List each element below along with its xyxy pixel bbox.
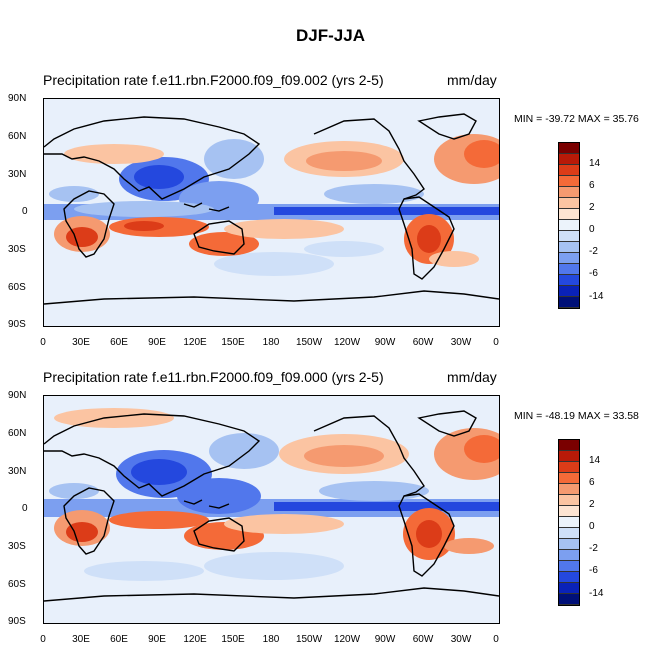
colorbar-tick: 14 — [589, 158, 601, 169]
lon-tick: 120W — [333, 337, 361, 348]
lon-tick: 150W — [295, 634, 323, 645]
colorbar-swatch — [559, 528, 579, 539]
colorbar-tick: 6 — [589, 180, 595, 191]
colorbar-tick: -14 — [589, 291, 604, 302]
colorbar-swatch — [559, 198, 579, 209]
lat-tick: 60N — [8, 131, 27, 142]
panel-2-units: mm/day — [447, 369, 497, 385]
colorbar-swatch — [559, 506, 579, 517]
lon-tick: 30W — [450, 337, 472, 348]
lon-tick: 0 — [493, 337, 499, 348]
lon-tick: 60W — [412, 337, 434, 348]
lon-tick: 30E — [72, 337, 90, 348]
colorbar-tick: -2 — [589, 246, 598, 257]
colorbar-swatch — [559, 209, 579, 220]
panel-1-minmax: MIN = -39.72 MAX = 35.76 — [514, 113, 639, 125]
panel-1-map — [43, 98, 500, 327]
colorbar-swatch — [559, 473, 579, 484]
lon-tick: 150W — [295, 337, 323, 348]
colorbar-swatch — [559, 220, 579, 231]
colorbar-swatch — [559, 231, 579, 242]
lon-tick: 90E — [148, 337, 166, 348]
colorbar-swatch — [559, 462, 579, 473]
lat-tick: 30N — [8, 169, 27, 180]
lat-tick: 30N — [8, 466, 27, 477]
lon-tick: 150E — [221, 634, 245, 645]
lon-tick: 30E — [72, 634, 90, 645]
precip-negative-regions — [44, 139, 499, 276]
lon-tick: 120E — [183, 337, 207, 348]
colorbar-swatch — [559, 187, 579, 198]
colorbar-swatch — [559, 264, 579, 275]
colorbar-swatch — [559, 297, 579, 308]
panel-2-map — [43, 395, 500, 624]
lon-tick: 60W — [412, 634, 434, 645]
colorbar-swatch — [559, 561, 579, 572]
coastlines — [44, 410, 499, 602]
colorbar-swatch — [559, 165, 579, 176]
coastlines — [44, 113, 499, 305]
lon-tick: 180 — [262, 337, 280, 348]
colorbar-tick: 0 — [589, 224, 595, 235]
colorbar-tick: 14 — [589, 455, 601, 466]
lon-tick: 0 — [40, 337, 46, 348]
colorbar-tick: 6 — [589, 477, 595, 488]
colorbar-swatch — [559, 275, 579, 286]
colorbar-swatch — [559, 484, 579, 495]
lon-tick: 30W — [450, 634, 472, 645]
colorbar-swatch — [559, 594, 579, 605]
lat-tick: 60S — [8, 579, 26, 590]
colorbar-swatch — [559, 550, 579, 561]
lon-tick: 90W — [374, 634, 396, 645]
colorbar-swatch — [559, 517, 579, 528]
lat-tick: 60N — [8, 428, 27, 439]
lat-tick: 30S — [8, 244, 26, 255]
colorbar-swatch — [559, 286, 579, 297]
colorbar-swatch — [559, 539, 579, 550]
colorbar-swatch — [559, 495, 579, 506]
colorbar-swatch — [559, 451, 579, 462]
lon-tick: 0 — [40, 634, 46, 645]
colorbar-swatch — [559, 253, 579, 264]
panel-2-title: Precipitation rate f.e11.rbn.F2000.f09_f… — [43, 369, 384, 385]
lon-tick: 90W — [374, 337, 396, 348]
lon-tick: 150E — [221, 337, 245, 348]
panel-2-colorbar — [558, 439, 580, 606]
colorbar-swatch — [559, 440, 579, 451]
colorbar-swatch — [559, 583, 579, 594]
colorbar-tick: -2 — [589, 543, 598, 554]
lat-tick: 30S — [8, 541, 26, 552]
lon-tick: 60E — [110, 337, 128, 348]
panel-1-units: mm/day — [447, 72, 497, 88]
colorbar-tick: -6 — [589, 565, 598, 576]
panel-1-title: Precipitation rate f.e11.rbn.F2000.f09_f… — [43, 72, 384, 88]
panel-2-minmax: MIN = -48.19 MAX = 33.58 — [514, 410, 639, 422]
lon-tick: 120E — [183, 634, 207, 645]
lon-tick: 180 — [262, 634, 280, 645]
lon-tick: 0 — [493, 634, 499, 645]
colorbar-tick: 0 — [589, 521, 595, 532]
lon-tick: 90E — [148, 634, 166, 645]
lat-tick: 60S — [8, 282, 26, 293]
colorbar-tick: 2 — [589, 499, 595, 510]
colorbar-swatch — [559, 242, 579, 253]
colorbar-swatch — [559, 154, 579, 165]
colorbar-tick: -6 — [589, 268, 598, 279]
figure-title: DJF-JJA — [296, 26, 365, 45]
colorbar-swatch — [559, 176, 579, 187]
lat-tick: 90N — [8, 93, 27, 104]
lon-tick: 120W — [333, 634, 361, 645]
colorbar-tick: -14 — [589, 588, 604, 599]
lat-tick: 0 — [22, 206, 28, 217]
panel-1-colorbar — [558, 142, 580, 309]
lat-tick: 90S — [8, 616, 26, 627]
lat-tick: 0 — [22, 503, 28, 514]
lat-tick: 90S — [8, 319, 26, 330]
colorbar-swatch — [559, 143, 579, 154]
lat-tick: 90N — [8, 390, 27, 401]
lon-tick: 60E — [110, 634, 128, 645]
colorbar-swatch — [559, 572, 579, 583]
colorbar-tick: 2 — [589, 202, 595, 213]
